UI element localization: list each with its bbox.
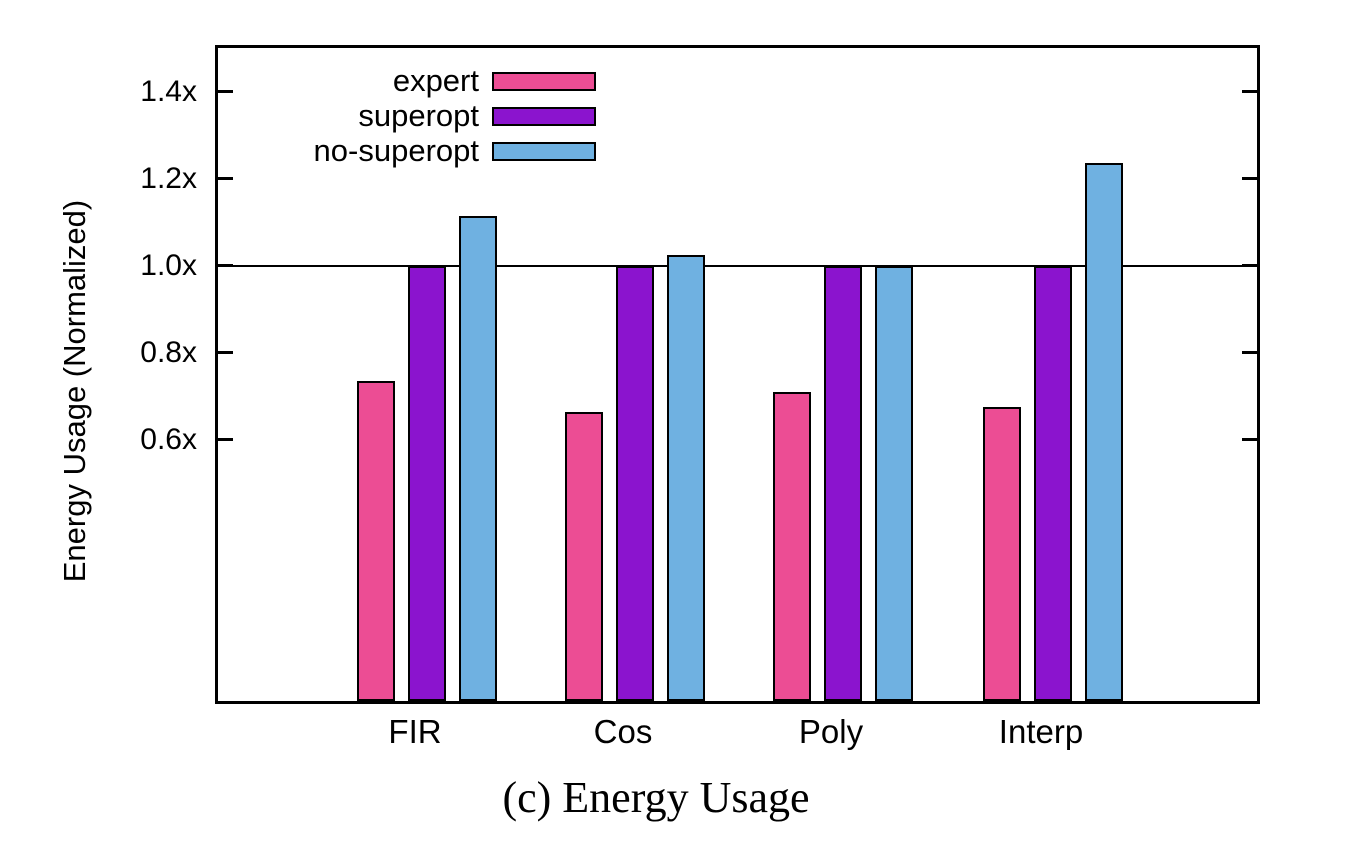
bar-poly-expert	[773, 391, 811, 701]
legend-swatch-expert	[492, 71, 596, 91]
y-tick-mark-right-1-0x	[1242, 264, 1257, 268]
bar-fir-expert	[357, 381, 395, 701]
legend-swatch-no-superopt	[492, 141, 596, 161]
y-tick-mark-left-1-0x	[218, 264, 233, 268]
figure-caption: (c) Energy Usage	[502, 773, 810, 822]
y-tick-mark-right-1-2x	[1242, 177, 1257, 181]
y-tick-mark-left-1-4x	[218, 90, 233, 94]
y-tick-mark-right-0-6x	[1242, 438, 1257, 442]
x-category-label-fir: FIR	[388, 713, 442, 750]
bar-interp-expert	[983, 407, 1021, 701]
bar-cos-expert	[565, 411, 603, 701]
reference-line-1x	[218, 264, 1257, 267]
y-tick-label-1-4x: 1.4x	[140, 74, 197, 108]
y-tick-label-1-2x: 1.2x	[140, 161, 197, 195]
y-tick-label-1-0x: 1.0x	[140, 248, 197, 282]
bar-fir-no-superopt	[459, 215, 497, 701]
bar-interp-no-superopt	[1085, 163, 1123, 701]
legend-label-superopt: superopt	[358, 98, 479, 133]
bar-cos-no-superopt	[667, 254, 705, 701]
y-tick-mark-left-0-6x	[218, 438, 233, 442]
y-tick-mark-right-0-8x	[1242, 351, 1257, 355]
legend-label-no-superopt: no-superopt	[313, 133, 479, 168]
y-tick-label-0-8x: 0.8x	[140, 335, 197, 369]
bar-poly-superopt	[824, 265, 862, 701]
legend-label-expert: expert	[392, 63, 479, 98]
y-tick-mark-right-1-4x	[1242, 90, 1257, 94]
x-category-label-cos: Cos	[593, 713, 653, 750]
y-axis-title: Energy Usage (Normalized)	[57, 199, 92, 583]
y-tick-mark-left-1-2x	[218, 177, 233, 181]
y-tick-label-0-6x: 0.6x	[140, 422, 197, 456]
bar-poly-no-superopt	[875, 265, 913, 701]
plot-area: expert superopt no-superopt	[215, 45, 1260, 704]
y-tick-mark-left-0-8x	[218, 351, 233, 355]
bar-cos-superopt	[616, 265, 654, 701]
bar-interp-superopt	[1034, 265, 1072, 701]
legend-swatch-superopt	[492, 106, 596, 126]
bar-fir-superopt	[408, 265, 446, 701]
x-category-label-interp: Interp	[998, 713, 1084, 750]
x-category-label-poly: Poly	[798, 713, 864, 750]
